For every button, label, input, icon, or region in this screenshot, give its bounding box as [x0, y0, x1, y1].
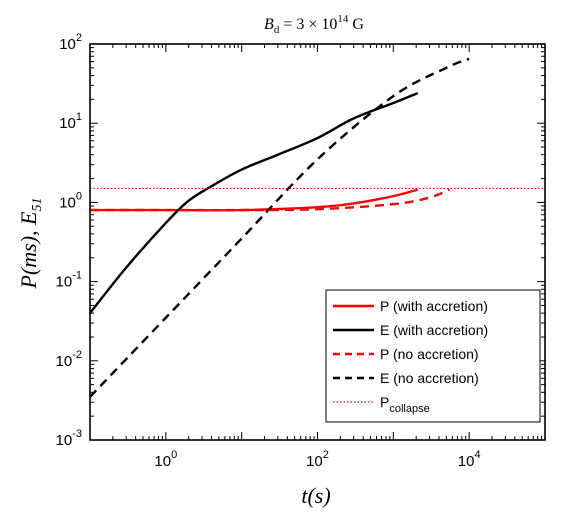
x-tick-labels: 100 102 104 — [154, 449, 480, 470]
legend-label-text: E (with accretion) — [380, 322, 488, 338]
y-axis-label-text: P(ms), E — [16, 211, 41, 290]
series-line-2 — [90, 188, 450, 212]
chart-title: Bd = 3 × 1014 G — [264, 13, 364, 36]
y-tick-base: 10 — [56, 353, 73, 370]
y-tick-label: 10-3 — [56, 428, 82, 449]
y-axis-label-subscript: 51 — [30, 198, 45, 212]
y-tick-label: 101 — [59, 111, 82, 132]
y-tick-exponent: -2 — [72, 349, 82, 361]
y-tick-label: 102 — [59, 32, 82, 53]
legend-label-0: P (with accretion) — [380, 298, 488, 314]
x-tick-label: 104 — [458, 449, 481, 470]
x-tick-base: 10 — [458, 453, 475, 470]
series-line-1 — [90, 91, 419, 314]
title-middle: = 3 × 10 — [279, 16, 337, 33]
y-tick-label: 100 — [59, 190, 82, 211]
x-tick-exponent: 2 — [323, 449, 329, 461]
legend-label-3: E (no accretion) — [380, 370, 479, 386]
legend-label-text: P (no accretion) — [380, 346, 479, 362]
y-tick-exponent: -1 — [72, 270, 82, 282]
x-tick-label: 100 — [154, 449, 177, 470]
y-tick-base: 10 — [59, 115, 76, 132]
title-subscript: d — [274, 24, 280, 36]
x-tick-label: 102 — [306, 449, 329, 470]
y-tick-exponent: -3 — [72, 428, 82, 440]
title-prefix: B — [264, 16, 274, 33]
y-tick-base: 10 — [59, 36, 76, 53]
title-suffix: G — [348, 16, 364, 33]
legend-box — [325, 289, 541, 423]
y-tick-exponent: 2 — [76, 32, 82, 44]
plot-frame — [89, 43, 546, 441]
title-superscript: 14 — [337, 13, 349, 25]
y-tick-base: 10 — [59, 194, 76, 211]
legend-label-text: P (with accretion) — [380, 298, 488, 314]
series-layer — [90, 57, 545, 398]
legend-label-2: P (no accretion) — [380, 346, 479, 362]
legend-label-4: Pcollapse — [380, 394, 430, 415]
legend-label-1: E (with accretion) — [380, 322, 488, 338]
x-axis-label: t(s) — [301, 483, 330, 508]
legend: P (with accretion) E (with accretion) P (n… — [325, 289, 541, 423]
x-tick-base: 10 — [306, 453, 323, 470]
y-tick-label: 10-1 — [56, 270, 82, 291]
x-tick-exponent: 4 — [474, 449, 480, 461]
legend-label-text: P — [380, 394, 389, 410]
x-tick-base: 10 — [154, 453, 171, 470]
y-tick-exponent: 1 — [76, 111, 82, 123]
legend-label-text: E (no accretion) — [380, 370, 479, 386]
y-tick-exponent: 0 — [76, 190, 82, 202]
legend-label-subscript: collapse — [389, 403, 429, 415]
y-tick-base: 10 — [56, 274, 73, 291]
series-line-3 — [90, 57, 470, 398]
y-tick-label: 10-2 — [56, 349, 82, 370]
y-tick-base: 10 — [56, 432, 73, 449]
y-axis-label: P(ms), E51 — [16, 198, 45, 290]
x-tick-exponent: 0 — [171, 449, 177, 461]
